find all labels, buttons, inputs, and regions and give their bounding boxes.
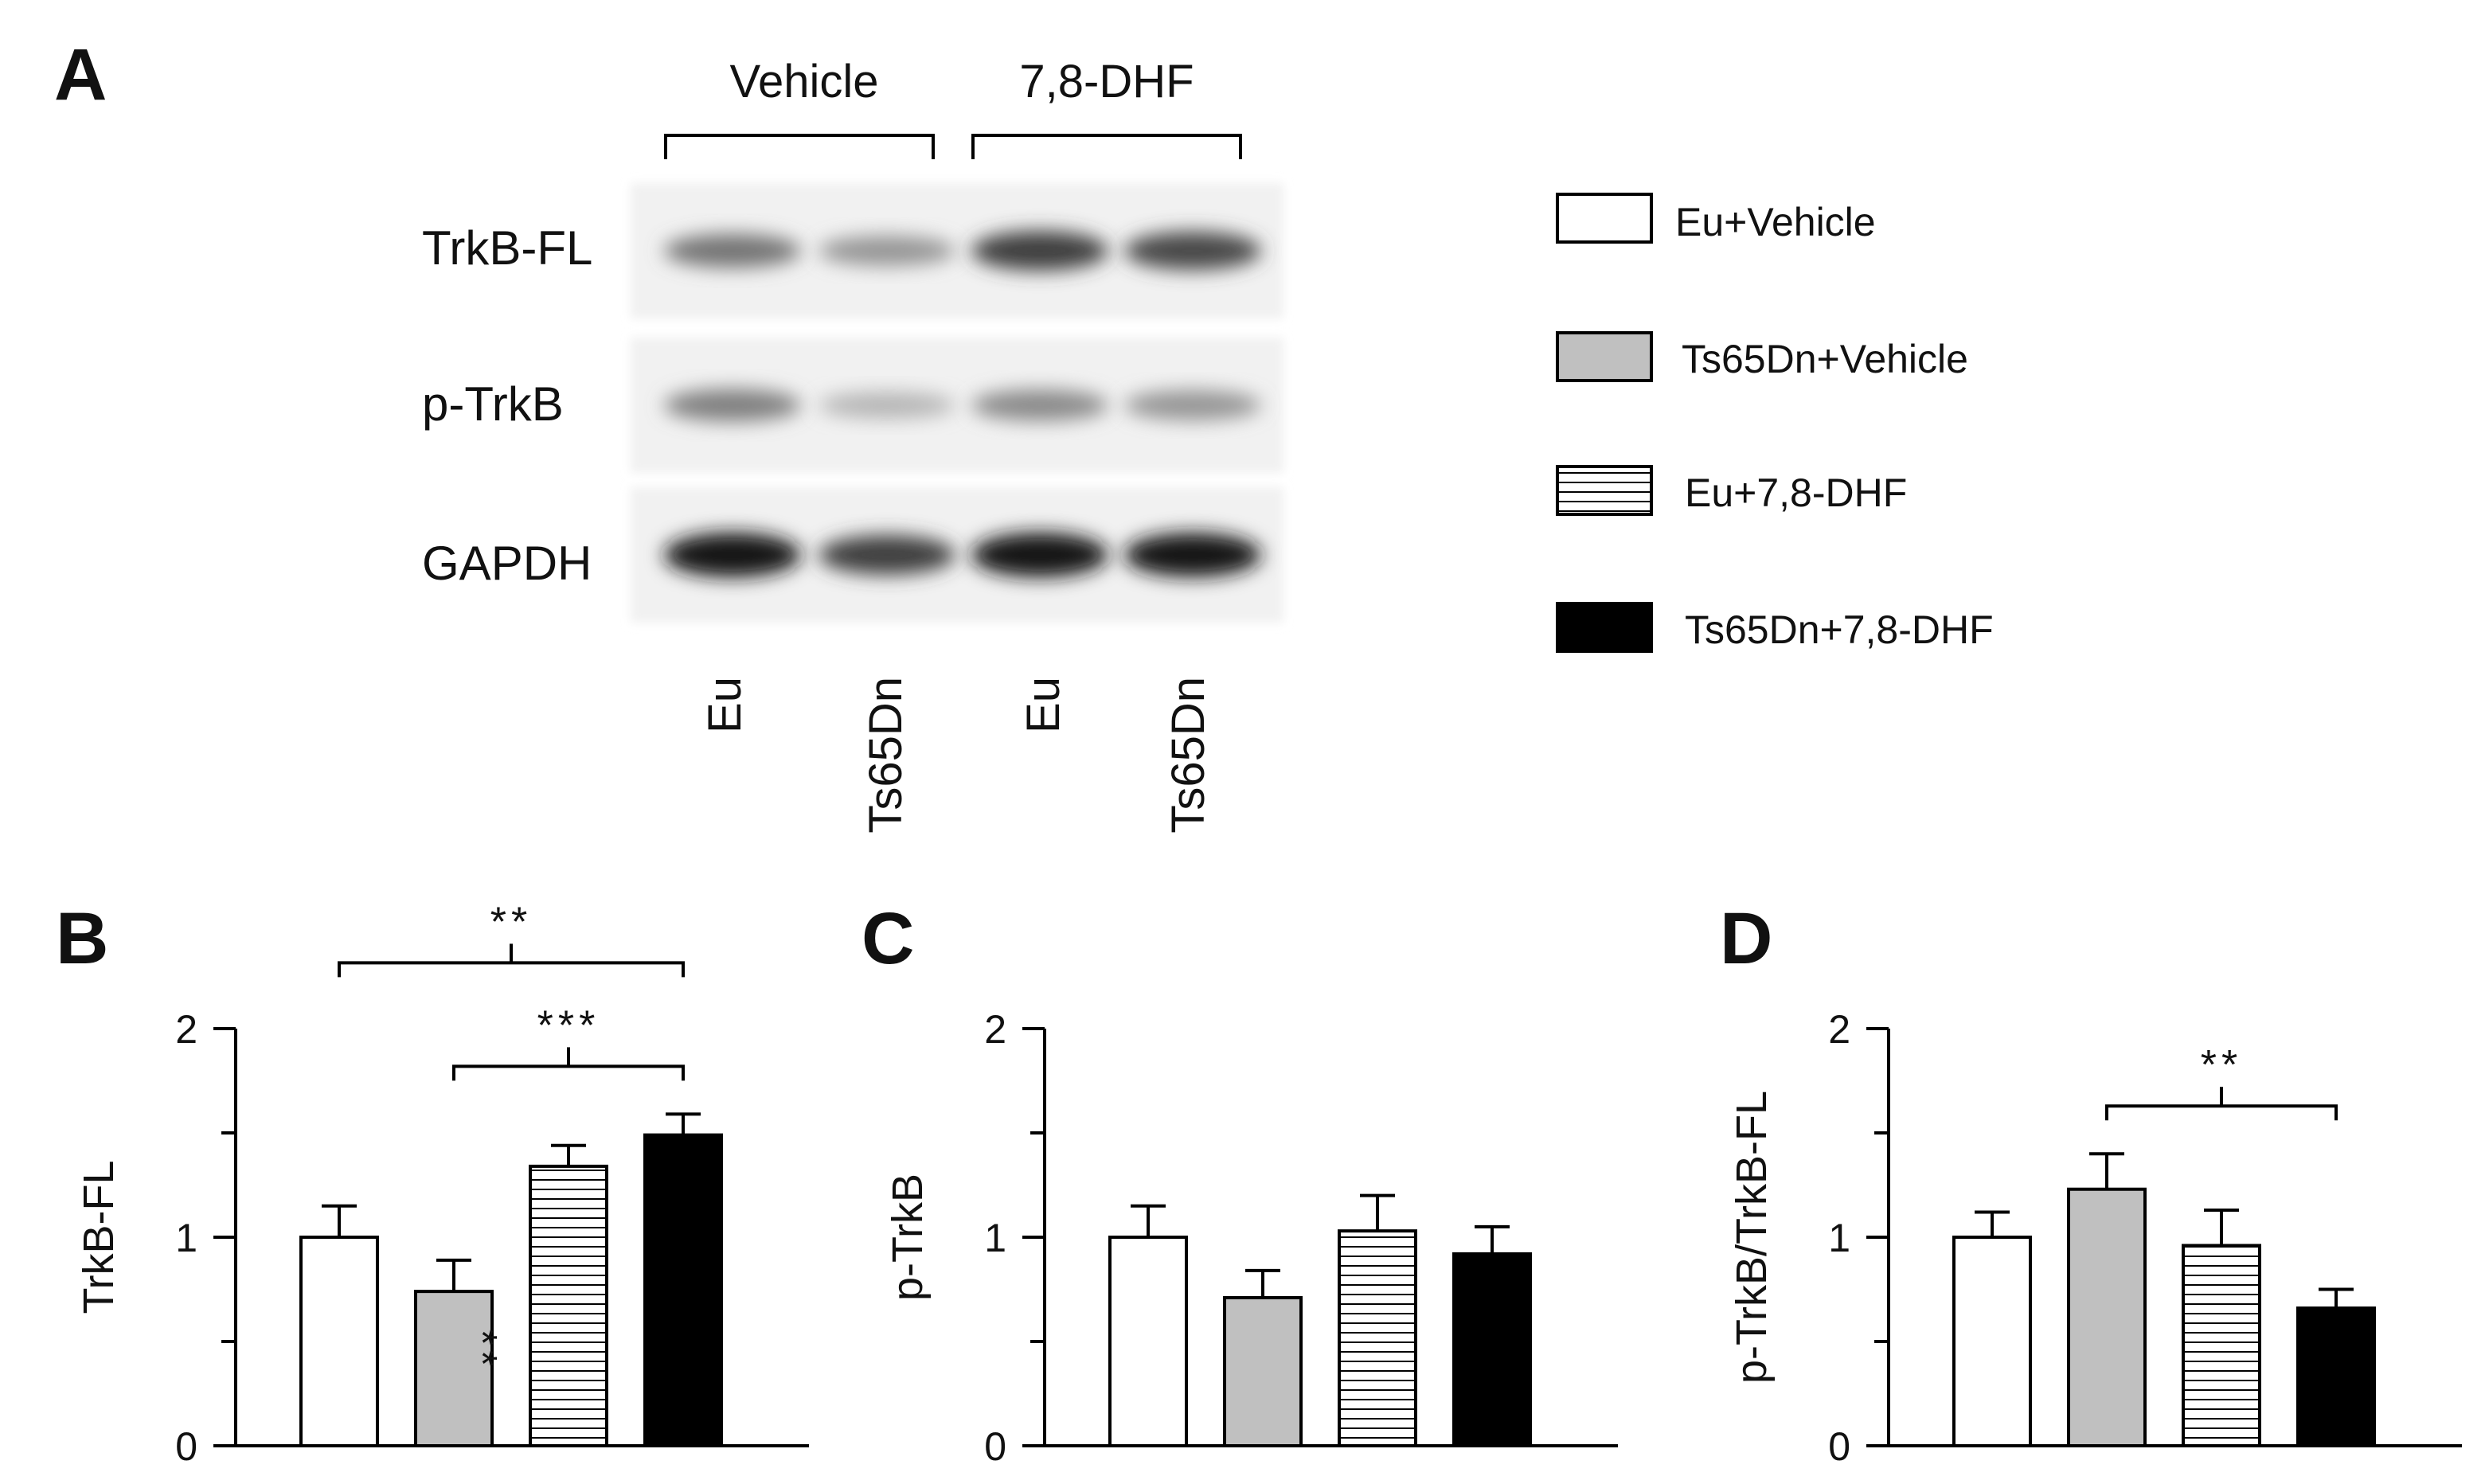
legend: Eu+Vehicle Ts65Dn+Vehicle Eu+7,8-DHF Ts6…: [1556, 193, 1994, 653]
chart-b-ytick-label: 0: [175, 1424, 197, 1469]
chart-d-ytick-label: 0: [1828, 1424, 1850, 1469]
blot-band-p-trkb-lane-4: [1124, 390, 1261, 420]
chart-b-in-bar-significance: **: [459, 1330, 505, 1371]
panel-c-letter: C: [862, 898, 914, 979]
chart-c: 0 1 2 p-TrkB: [884, 1007, 1618, 1469]
panel-d: D 0 1 2 p-TrkB/TrkB-FL **: [1720, 898, 2462, 1469]
blot-band-trkb-fl-lane-3: [971, 231, 1108, 271]
blot-band-p-trkb-lane-3: [971, 389, 1108, 421]
legend-swatch-ts-dhf: [1556, 602, 1653, 653]
chart-c-bar-eu-vehicle: [1108, 1236, 1188, 1447]
chart-d-y-axis-title: p-TrkB/TrkB-FL: [1728, 1091, 1776, 1384]
blot-band-trkb-fl-lane-4: [1124, 231, 1261, 271]
legend-swatch-ts-vehicle: [1556, 331, 1653, 382]
blot-band-gapdh-lane-3: [971, 533, 1108, 577]
chart-d-bar-ts-dhf: [2296, 1306, 2376, 1447]
panel-d-letter: D: [1720, 898, 1772, 979]
chart-c-bar-eu-dhf: [1338, 1229, 1417, 1447]
chart-b-significance-bracket: [338, 961, 685, 978]
chart-b-bar-eu-vehicle: [299, 1236, 379, 1447]
panel-a: A Vehicle 7,8-DHF TrkB-FL p-TrkB GAPDH E…: [54, 34, 1283, 834]
chart-b-y-axis-title: TrkB-FL: [75, 1161, 123, 1314]
chart-b-significance-bracket: [452, 1064, 685, 1081]
blot-band-p-trkb-lane-2: [819, 392, 955, 419]
group-bracket-dhf: [971, 134, 1242, 159]
lane-label-1: Eu: [699, 677, 751, 733]
blot-band-trkb-fl-lane-1: [664, 233, 801, 268]
blot-band-gapdh-lane-2: [819, 535, 955, 575]
group-bracket-vehicle: [664, 134, 935, 159]
chart-b-significance-label: ***: [537, 1002, 600, 1049]
chart-d-ytick-label: 2: [1828, 1007, 1850, 1052]
chart-c-ytick-label: 0: [984, 1424, 1006, 1469]
panel-a-letter: A: [54, 34, 107, 115]
legend-swatch-eu-vehicle: [1556, 193, 1653, 244]
legend-label-ts-dhf: Ts65Dn+7,8-DHF: [1685, 607, 1994, 652]
chart-d-significance-label: **: [2201, 1042, 2242, 1088]
band-label-p-trkb: p-TrkB: [422, 377, 564, 431]
chart-d-ytick-label: 1: [1828, 1216, 1850, 1260]
lane-label-2: Ts65Dn: [860, 677, 912, 834]
chart-d: 0 1 2 p-TrkB/TrkB-FL **: [1728, 1007, 2462, 1469]
chart-d-significance-bracket: [2105, 1104, 2338, 1121]
chart-b-bar-eu-dhf: [529, 1164, 608, 1448]
chart-d-bar-eu-vehicle: [1952, 1236, 2032, 1447]
blot-band-p-trkb-lane-1: [664, 389, 801, 422]
blot-band-trkb-fl-lane-2: [819, 236, 955, 266]
legend-label-ts-vehicle: Ts65Dn+Vehicle: [1682, 337, 1968, 381]
lane-label-3: Eu: [1018, 677, 1069, 733]
chart-d-bar-ts-vehicle: [2067, 1187, 2147, 1447]
panel-b-letter: B: [56, 898, 108, 979]
chart-c-y-axis-title: p-TrkB: [884, 1174, 932, 1301]
chart-b-ytick-label: 1: [175, 1216, 197, 1260]
band-label-gapdh: GAPDH: [422, 537, 592, 590]
panel-c: C 0 1 2 p-TrkB: [862, 898, 1618, 1469]
group-label-vehicle: Vehicle: [729, 56, 878, 107]
lane-labels: Eu Ts65Dn Eu Ts65Dn: [699, 677, 1214, 834]
western-blot-strips: [631, 183, 1283, 623]
chart-b-ytick-label: 2: [175, 1007, 197, 1052]
chart-b-bar-ts-dhf: [643, 1133, 723, 1447]
chart-c-bar-ts-vehicle: [1223, 1295, 1303, 1447]
legend-label-eu-dhf: Eu+7,8-DHF: [1685, 471, 1907, 515]
band-label-trkb-fl: TrkB-FL: [422, 221, 592, 275]
blot-band-gapdh-lane-1: [664, 533, 801, 577]
chart-c-ytick-label: 1: [984, 1216, 1006, 1260]
chart-b-significance-label: **: [490, 899, 532, 945]
legend-swatch-eu-dhf: [1556, 465, 1653, 516]
chart-c-bar-ts-dhf: [1452, 1252, 1532, 1447]
lane-label-4: Ts65Dn: [1162, 677, 1214, 834]
legend-label-eu-vehicle: Eu+Vehicle: [1675, 200, 1876, 244]
chart-c-ytick-label: 2: [984, 1007, 1006, 1052]
blot-band-gapdh-lane-4: [1124, 533, 1261, 577]
chart-d-bar-eu-dhf: [2182, 1244, 2261, 1447]
group-label-dhf: 7,8-DHF: [1019, 56, 1194, 107]
